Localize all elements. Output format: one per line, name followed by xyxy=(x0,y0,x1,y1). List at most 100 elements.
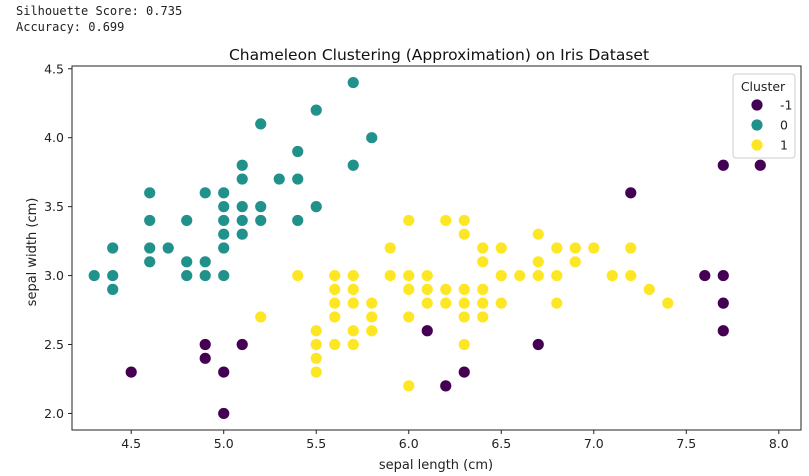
data-point xyxy=(254,117,268,131)
x-tick-label: 7.5 xyxy=(676,436,696,451)
plot-frame xyxy=(71,65,802,431)
data-point xyxy=(217,186,231,200)
data-point xyxy=(217,214,231,227)
y-axis-ticks: 2.0 2.5 3.0 3.5 4.0 4.5 xyxy=(44,61,72,421)
data-point xyxy=(328,296,342,310)
data-point xyxy=(402,214,416,227)
legend-marker xyxy=(750,118,764,132)
data-point xyxy=(476,310,490,324)
y-tick-label: 4.5 xyxy=(44,61,64,76)
data-point xyxy=(550,241,564,255)
data-point xyxy=(124,365,138,379)
data-point xyxy=(420,282,434,296)
data-point xyxy=(87,269,101,282)
data-point xyxy=(235,172,249,186)
data-point xyxy=(716,296,730,310)
x-axis-ticks: 4.5 5.0 5.5 6.0 6.5 7.0 7.5 8.0 xyxy=(121,430,789,451)
data-point xyxy=(291,269,305,282)
data-point xyxy=(217,241,231,255)
data-point xyxy=(457,282,471,296)
data-point xyxy=(143,241,157,255)
x-tick-label: 4.5 xyxy=(121,436,141,451)
data-point xyxy=(587,241,601,255)
data-point xyxy=(531,269,545,282)
data-point xyxy=(272,172,286,186)
legend-marker xyxy=(750,138,764,152)
data-point xyxy=(568,255,582,269)
data-point xyxy=(753,158,767,172)
data-point xyxy=(254,214,268,227)
data-point xyxy=(439,282,453,296)
data-point xyxy=(328,310,342,324)
y-tick-label: 3.0 xyxy=(44,268,64,283)
data-point xyxy=(402,282,416,296)
data-point xyxy=(457,310,471,324)
data-point xyxy=(198,255,212,269)
data-point xyxy=(457,227,471,241)
data-point xyxy=(254,310,268,324)
data-point xyxy=(346,269,360,282)
data-point xyxy=(661,296,675,310)
data-point xyxy=(106,269,120,282)
data-point xyxy=(568,241,582,255)
data-point xyxy=(346,338,360,351)
data-point xyxy=(198,351,212,365)
data-point xyxy=(439,214,453,227)
chart-title: Chameleon Clustering (Approximation) on … xyxy=(229,46,649,64)
y-tick-label: 2.0 xyxy=(44,406,64,421)
data-point xyxy=(254,200,268,214)
legend-label: -1 xyxy=(780,98,792,113)
data-point xyxy=(383,241,397,255)
data-point xyxy=(235,158,249,172)
data-point xyxy=(365,310,379,324)
data-point xyxy=(309,200,323,214)
data-point xyxy=(420,324,434,338)
data-points xyxy=(87,76,767,420)
data-point xyxy=(550,296,564,310)
data-point xyxy=(235,214,249,227)
x-tick-label: 7.0 xyxy=(584,436,604,451)
data-point xyxy=(106,241,120,255)
data-point xyxy=(180,214,194,227)
data-point xyxy=(346,158,360,172)
data-point xyxy=(716,269,730,282)
x-tick-label: 6.5 xyxy=(491,436,511,451)
data-point xyxy=(457,214,471,227)
legend: Cluster -1 0 1 xyxy=(732,73,796,159)
data-point xyxy=(383,269,397,282)
data-point xyxy=(328,269,342,282)
data-point xyxy=(642,282,656,296)
data-point xyxy=(291,214,305,227)
data-point xyxy=(457,296,471,310)
data-point xyxy=(457,365,471,379)
data-point xyxy=(716,158,730,172)
y-tick-label: 3.5 xyxy=(44,199,64,214)
data-point xyxy=(217,269,231,282)
data-point xyxy=(180,269,194,282)
data-point xyxy=(309,351,323,365)
x-tick-label: 6.0 xyxy=(399,436,419,451)
data-point xyxy=(235,338,249,351)
legend-label: 0 xyxy=(780,118,788,133)
x-tick-label: 8.0 xyxy=(769,436,789,451)
data-point xyxy=(309,324,323,338)
data-point xyxy=(346,76,360,89)
data-point xyxy=(235,200,249,214)
y-tick-label: 2.5 xyxy=(44,337,64,352)
x-tick-label: 5.0 xyxy=(214,436,234,451)
data-point xyxy=(531,227,545,241)
data-point xyxy=(476,255,490,269)
data-point xyxy=(328,282,342,296)
y-tick-label: 4.0 xyxy=(44,130,64,145)
data-point xyxy=(291,172,305,186)
data-point xyxy=(291,145,305,158)
data-point xyxy=(346,282,360,296)
data-point xyxy=(309,365,323,379)
legend-marker xyxy=(750,98,764,112)
data-point xyxy=(494,269,508,282)
data-point xyxy=(143,214,157,227)
data-point xyxy=(346,324,360,338)
data-point xyxy=(550,269,564,282)
data-point xyxy=(476,241,490,255)
data-point xyxy=(624,186,638,200)
